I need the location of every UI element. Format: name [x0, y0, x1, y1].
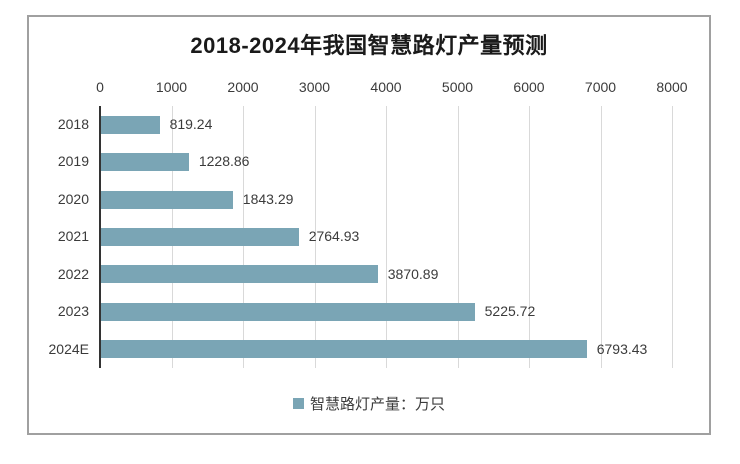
category-label: 2019: [57, 153, 89, 170]
x-axis-tick-label: 8000: [656, 79, 688, 95]
category-label: 2022: [57, 265, 89, 282]
value-label: 5225.72: [484, 303, 536, 320]
bar: [101, 228, 299, 246]
bar: [101, 265, 378, 284]
value-label: 1843.29: [242, 190, 294, 207]
x-axis-tick-label: 0: [96, 79, 104, 95]
x-axis-tick-label: 6000: [513, 79, 545, 95]
chart-frame: 2018-2024年我国智慧路灯产量预测 智慧路灯产量：万只 0 1000 2000…: [27, 15, 711, 435]
gridline: [386, 106, 387, 368]
x-axis-tick-label: 3000: [298, 79, 331, 95]
bar: [101, 190, 233, 209]
category-label: 2018: [57, 116, 89, 132]
x-axis-tick-label: 5000: [441, 79, 474, 95]
value-label: 819.24: [169, 116, 213, 132]
legend-label: 智慧路灯产量：万只: [309, 396, 445, 413]
y-axis-line: [99, 106, 101, 368]
category-label: 2023: [57, 303, 89, 320]
bar: [101, 340, 587, 359]
x-axis-tick-label: 7000: [584, 79, 617, 95]
bar: [101, 115, 160, 134]
bar: [101, 302, 475, 321]
gridline: [600, 106, 602, 368]
category-label: 2020: [57, 190, 89, 207]
chart-title: 2018-2024年我国智慧路灯产量预测: [190, 33, 548, 58]
bar: [101, 153, 189, 172]
category-label: 2021: [57, 228, 89, 245]
value-label: 6793.43: [596, 340, 648, 357]
legend-swatch: [292, 398, 304, 409]
gridline: [314, 106, 316, 368]
value-label: 3870.89: [387, 265, 439, 282]
legend: 智慧路灯产量：万只: [29, 393, 709, 414]
x-axis-tick-label: 1000: [155, 79, 188, 95]
gridline: [672, 106, 673, 368]
x-axis-tick-label: 4000: [370, 79, 402, 95]
value-label: 2764.93: [308, 228, 360, 245]
category-label: 2024E: [48, 340, 89, 357]
gridline: [457, 106, 459, 368]
gridline: [529, 106, 530, 368]
x-axis-tick-label: 2000: [227, 79, 259, 95]
value-label: 1228.86: [198, 153, 250, 170]
